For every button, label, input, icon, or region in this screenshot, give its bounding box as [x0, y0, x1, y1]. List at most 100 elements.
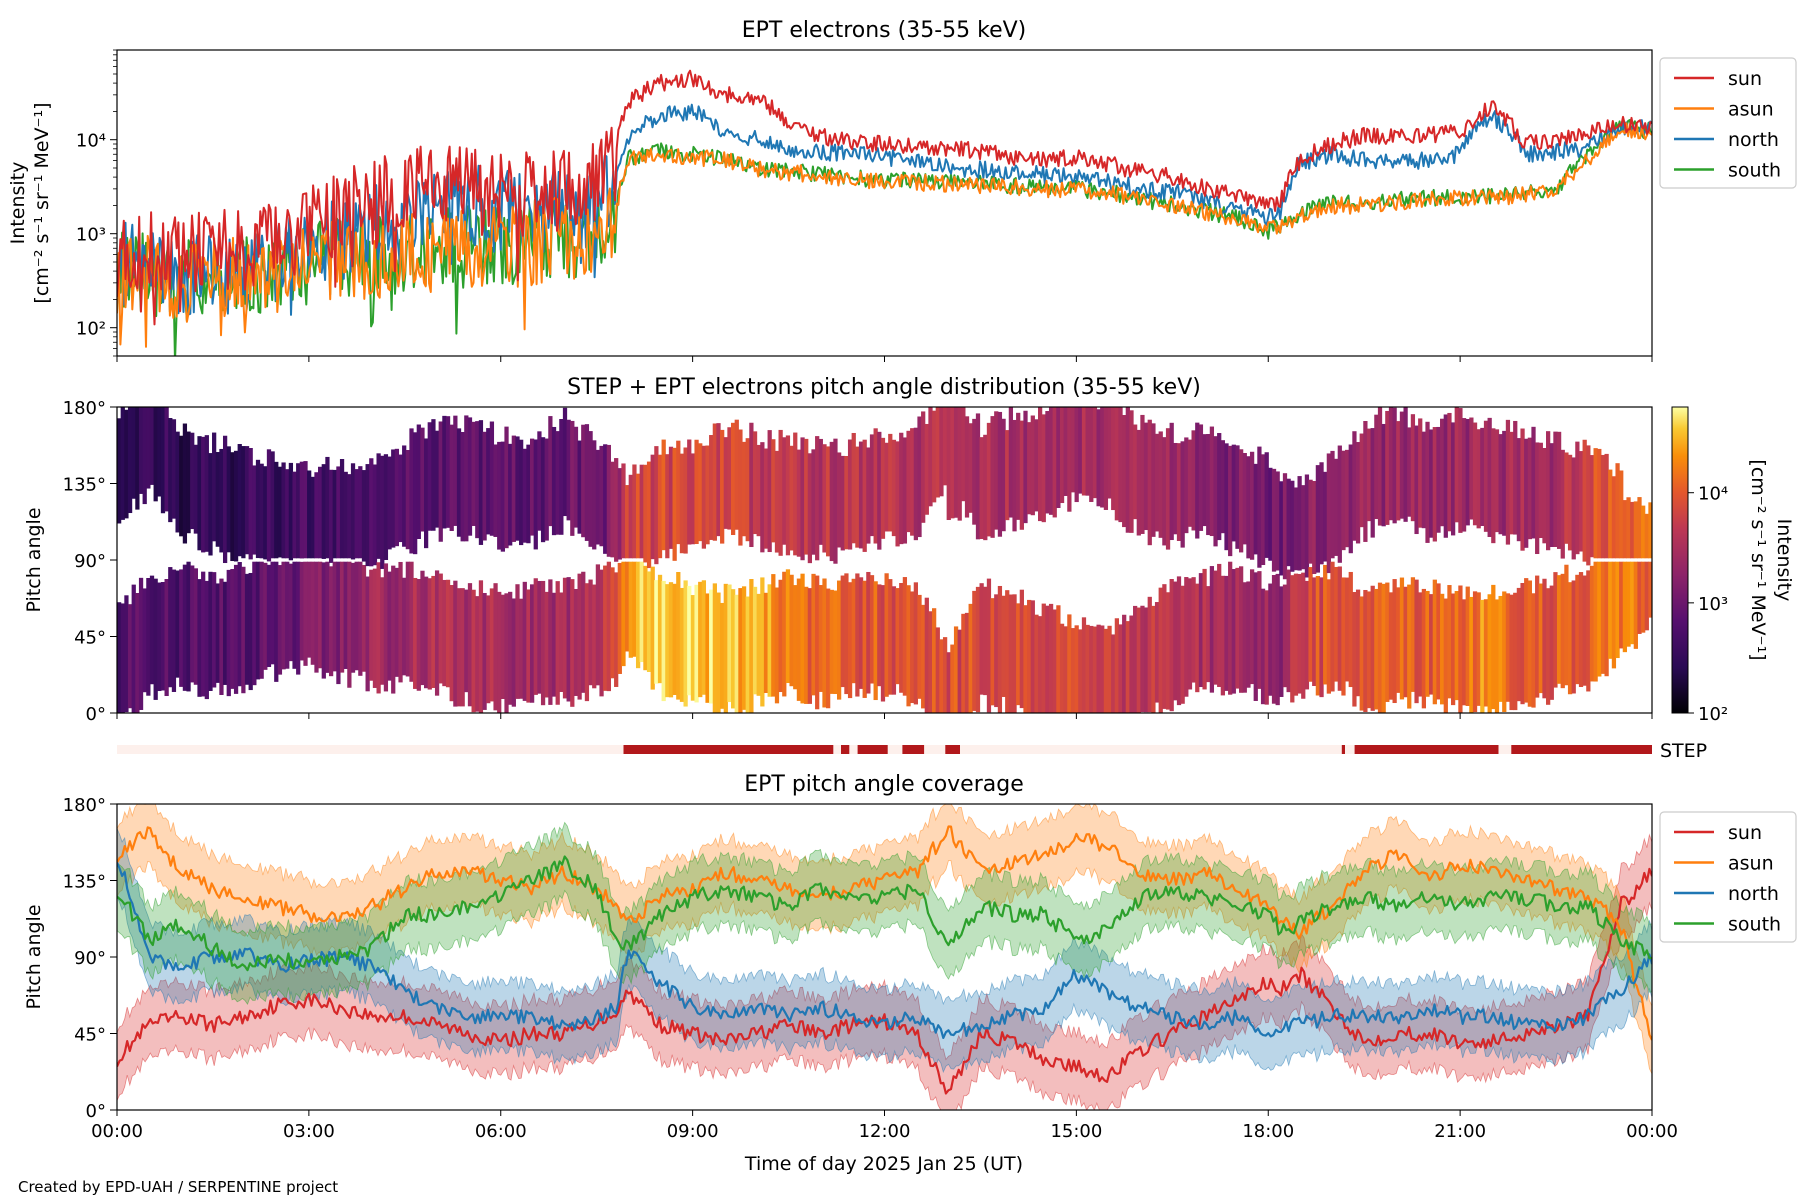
heatmap-cell: [1180, 585, 1185, 704]
heatmap-cell: [1608, 561, 1613, 659]
heatmap-cell: [562, 577, 568, 699]
heatmap-cell: [1315, 465, 1321, 573]
step-coverage-bar: STEP: [117, 740, 1707, 762]
heatmap-cell: [741, 441, 747, 537]
heatmap-cell: [460, 431, 465, 542]
heatmap-cell: [1604, 453, 1609, 559]
heatmap-cell: [219, 448, 224, 553]
heatmap-cell: [350, 463, 356, 560]
heatmap-cell: [387, 456, 392, 550]
heatmap-cell: [1546, 588, 1551, 705]
heatmap-cell: [610, 567, 615, 679]
heatmap-cell: [760, 577, 765, 707]
heatmap-cell: [866, 447, 871, 544]
heatmap-cell: [672, 447, 677, 561]
heatmap-cell: [683, 580, 688, 707]
colorbar-label-line2: [cm⁻² s⁻¹ sr⁻¹ MeV⁻¹]: [1747, 459, 1769, 660]
legend-label-south: south: [1728, 160, 1781, 182]
heatmap-cell: [1487, 417, 1492, 537]
heatmap-cell: [921, 604, 926, 709]
heatmap-cell: [193, 444, 198, 534]
heatmap-cell: [1494, 599, 1500, 713]
heatmap-cell: [1443, 598, 1448, 713]
heatmap-cell: [880, 585, 886, 702]
heatmap-cell: [939, 639, 944, 713]
heatmap-cell: [285, 561, 290, 669]
heatmap-cell: [796, 449, 802, 557]
heatmap-cell: [829, 441, 834, 562]
heatmap-cell: [438, 421, 443, 542]
heatmap-cell: [1600, 454, 1606, 559]
heatmap-cell: [928, 611, 933, 713]
heatmap-cell: [734, 419, 739, 530]
heatmap-cell: [497, 591, 502, 713]
heatmap-cell: [1366, 591, 1372, 709]
heatmap-cell: [1048, 407, 1054, 515]
heatmap-cell: [1491, 584, 1496, 710]
heatmap-cell: [1440, 418, 1445, 527]
x-tick-label: 18:00: [1242, 1121, 1294, 1142]
heatmap-cell: [752, 431, 758, 535]
heatmap-cell: [471, 421, 476, 526]
heatmap-cell: [1553, 572, 1558, 688]
heatmap-cell: [1630, 501, 1635, 559]
heatmap-cell: [1571, 457, 1576, 560]
heatmap-cell: [712, 423, 717, 541]
heatmap-cell: [1202, 434, 1207, 527]
heatmap-cell: [1224, 575, 1229, 691]
heatmap-cell: [1425, 421, 1430, 543]
heatmap-cell: [1297, 476, 1302, 571]
heatmap-cell: [1330, 561, 1335, 692]
heatmap-cell: [793, 585, 798, 690]
heatmap-cell: [858, 577, 864, 689]
heatmap-cell: [1370, 428, 1375, 538]
heatmap-cell: [325, 456, 330, 559]
heatmap-cell: [244, 446, 250, 555]
heatmap-cell: [124, 595, 129, 713]
legend-label-south: south: [1728, 914, 1781, 936]
legend-label-sun: sun: [1728, 822, 1762, 844]
colorbar-ticks: 10² 10³ 10⁴: [1688, 484, 1728, 725]
heatmap-cell: [460, 588, 465, 707]
heatmap-cell: [237, 562, 242, 687]
heatmap-cell: [1648, 561, 1652, 618]
heatmap-cell: [811, 449, 816, 555]
heatmap-cell: [1111, 407, 1116, 511]
heatmap-cell: [149, 575, 155, 685]
heatmap-cell: [888, 579, 893, 695]
heatmap-cell: [785, 569, 791, 684]
heatmap-cell: [1447, 585, 1452, 699]
y-tick-label: 10⁴: [76, 131, 106, 152]
heatmap-cell: [380, 577, 385, 685]
heatmap-cell: [1096, 624, 1101, 713]
heatmap-cell: [1122, 614, 1127, 713]
step-active-segment: [1354, 745, 1499, 754]
heatmap-cell: [577, 573, 582, 700]
heatmap-cell: [288, 563, 294, 662]
heatmap-cell: [1231, 569, 1236, 694]
heatmap-cell: [1513, 592, 1518, 711]
heatmap-cell: [646, 461, 652, 569]
heatmap-cell: [1308, 479, 1313, 564]
heatmap-cell: [1334, 458, 1339, 556]
heatmap-cell: [1162, 437, 1167, 546]
heatmap-cell: [588, 579, 593, 686]
heatmap-cell: [434, 570, 440, 696]
heatmap-cell: [771, 439, 776, 543]
heatmap-cell: [1114, 407, 1119, 521]
heatmap-cell: [1165, 592, 1171, 710]
heatmap-cell: [354, 469, 359, 559]
heatmap-cell: [215, 452, 220, 547]
heatmap-cell: [1524, 438, 1529, 548]
step-active-segment: [945, 745, 960, 754]
heatmap-cell: [380, 455, 385, 569]
heatmap-cell: [712, 583, 717, 713]
heatmap-cell: [1206, 586, 1211, 683]
heatmap-cell: [1027, 422, 1032, 515]
heatmap-cell: [953, 407, 959, 518]
heatmap-cell: [1410, 414, 1416, 522]
heatmap-cell: [1195, 583, 1200, 693]
heatmap-cell: [1597, 561, 1602, 677]
heatmap-cell: [1089, 407, 1094, 502]
heatmap-cell: [383, 454, 389, 560]
